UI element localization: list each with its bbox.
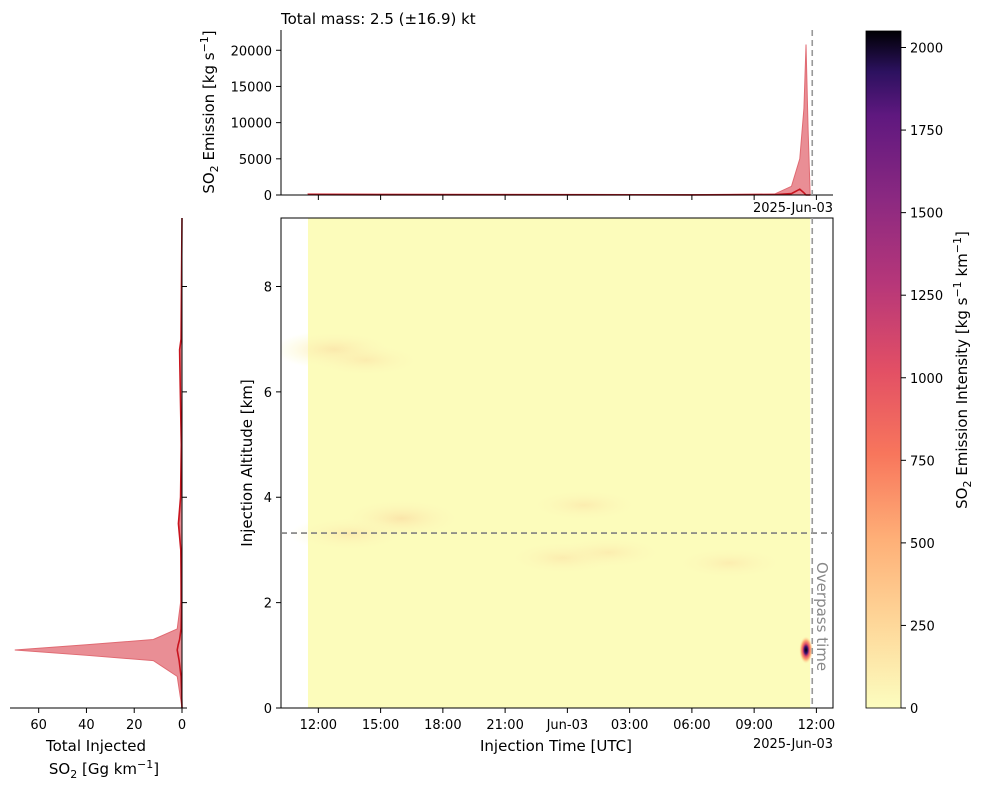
colorbar-tick-label: 1500: [910, 207, 943, 222]
top-emission-mean: [307, 188, 811, 196]
main-y-tick-label: 4: [264, 491, 272, 506]
heatmap-blobs: [281, 330, 814, 665]
main-x-tick-label: 15:00: [362, 718, 399, 733]
top-emission-area: [307, 44, 811, 196]
top-emission-uncertainty: [307, 44, 811, 196]
main-x-ticks: 12:00 15:00 18:00 21:00 Jun-03 03:00 06:00 09:0…: [300, 708, 835, 733]
main-frame: [280, 217, 834, 709]
main-y-tick-label: 8: [264, 280, 272, 295]
main-y-ticks: 0 2 4 6 8: [264, 280, 281, 717]
main-x-tick-label: 12:00: [798, 718, 835, 733]
main-x-tick-label: 21:00: [486, 718, 523, 733]
main-date-label: 2025-Jun-03: [753, 737, 833, 752]
top-y-tick-label: 10000: [231, 117, 272, 132]
main-y-tick-label: 2: [264, 597, 272, 612]
top-y-tick-label: 0: [264, 189, 272, 204]
left-x-tick-label: 60: [30, 718, 47, 733]
heatmap-blob-5: [524, 488, 643, 523]
left-injection-area: [14, 217, 183, 709]
left-x-tick-label: 20: [126, 718, 143, 733]
heatmap-blob-7: [550, 535, 668, 570]
main-x-tick-label: 12:00: [300, 718, 337, 733]
colorbar-tick-label: 1750: [910, 124, 943, 139]
left-x-axis-label-line2: SO2 [Gg km−1]: [49, 758, 159, 781]
top-y-tick-label: 15000: [231, 80, 272, 95]
main-x-tick-label: 03:00: [611, 718, 648, 733]
heatmap-blob-4: [289, 516, 410, 552]
heatmap-field: [307, 218, 811, 708]
main-heatmap-panel: Overpass time 12:00 15:00 18:00 21:00 Jun-03…: [238, 217, 835, 755]
heatmap-blob-0: [799, 636, 814, 665]
left-x-tick-label: 0: [178, 718, 186, 733]
colorbar-ticks: 0 250 500 750 1000 1250 1500 1750 2000: [901, 42, 943, 717]
main-x-tick-label: 18:00: [424, 718, 461, 733]
colorbar-tick-label: 1000: [910, 372, 943, 387]
overpass-label: Overpass time: [813, 562, 831, 671]
top-emission-panel: 0 5000 10000 15000 20000 Total mass: 2.5 (±1…: [198, 10, 833, 216]
main-y-tick-label: 6: [264, 386, 272, 401]
main-x-tick-label: Jun-03: [546, 718, 589, 733]
colorbar-tick-label: 500: [910, 537, 935, 552]
top-y-tick-label: 5000: [239, 153, 272, 168]
colorbar-tick-label: 250: [910, 619, 935, 634]
top-date-label: 2025-Jun-03: [753, 201, 833, 216]
colorbar-tick-label: 1250: [910, 289, 943, 304]
colorbar-label: SO2 Emission Intensity [kg s−1 km−1]: [951, 231, 974, 509]
top-y-axis-label: SO2 Emission [kg s−1]: [198, 30, 221, 193]
main-y-axis-label: Injection Altitude [km]: [238, 379, 256, 546]
colorbar: 0 250 500 750 1000 1250 1500 1750 2000 SO2 Emiss…: [865, 30, 974, 717]
left-y-ticks: [182, 285, 187, 709]
main-y-tick-label: 0: [264, 702, 272, 717]
left-injection-uncertainty: [14, 217, 183, 709]
top-title: Total mass: 2.5 (±16.9) kt: [280, 10, 476, 28]
left-x-ticks: 60 40 20 0: [30, 708, 186, 733]
heatmap-blob-8: [670, 546, 788, 580]
colorbar-ramp: [865, 30, 902, 709]
left-x-tick-label: 40: [78, 718, 95, 733]
main-x-tick-label: 06:00: [673, 718, 710, 733]
left-x-axis-label-line1: Total Injected: [45, 737, 146, 755]
top-x-ticks: [317, 195, 817, 200]
left-injection-panel: 60 40 20 0 Total Injected SO2 [Gg km−1]: [10, 217, 187, 781]
top-y-ticks: 0 5000 10000 15000 20000: [231, 44, 281, 204]
colorbar-tick-label: 0: [910, 702, 918, 717]
top-y-tick-label: 20000: [231, 44, 272, 59]
colorbar-tick-label: 2000: [910, 42, 943, 57]
heatmap-blob-2: [307, 343, 426, 378]
main-x-axis-label: Injection Time [UTC]: [480, 737, 632, 755]
main-x-tick-label: 09:00: [735, 718, 772, 733]
colorbar-tick-label: 750: [910, 454, 935, 469]
